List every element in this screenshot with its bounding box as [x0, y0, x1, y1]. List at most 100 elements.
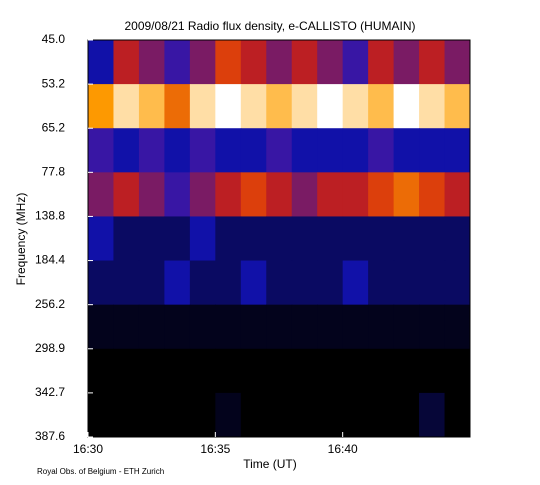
heat-cell: [88, 216, 114, 262]
heat-cell: [342, 128, 369, 173]
y-axis-label: Frequency (MHz): [14, 193, 28, 286]
heat-cell: [266, 84, 293, 129]
heat-cell: [317, 40, 344, 85]
heat-cell: [317, 216, 344, 262]
heat-cell: [113, 216, 140, 262]
heat-cell: [368, 84, 395, 129]
heat-cell: [291, 216, 318, 262]
heat-cell: [215, 304, 242, 350]
y-tick-label: 65.2: [42, 120, 66, 134]
heat-cell: [419, 392, 446, 438]
heat-cell: [266, 304, 293, 350]
heat-cell: [189, 392, 216, 438]
y-tick-label: 342.7: [35, 385, 65, 399]
heat-cell: [215, 216, 242, 262]
heat-cell: [419, 304, 446, 350]
heat-cell: [189, 84, 216, 129]
heat-cell: [215, 84, 242, 129]
heat-cell: [419, 216, 446, 262]
heat-cell: [444, 40, 471, 85]
heat-cell: [291, 304, 318, 350]
heat-cell: [138, 128, 165, 173]
heat-cell: [88, 84, 114, 129]
heat-cell: [215, 348, 242, 394]
heat-cell: [215, 172, 242, 217]
heat-cell: [88, 304, 114, 350]
heat-cell: [164, 216, 191, 262]
heat-cell: [317, 84, 344, 129]
y-tick-label: 77.8: [42, 165, 66, 179]
heat-cell: [189, 128, 216, 173]
heat-cell: [88, 392, 114, 438]
heat-cell: [240, 304, 267, 350]
heat-cell: [368, 304, 395, 350]
heat-cell: [317, 304, 344, 350]
heat-cell: [164, 304, 191, 350]
heat-cell: [138, 348, 165, 394]
heat-cell: [189, 40, 216, 85]
heat-cell: [368, 172, 395, 217]
heat-cell: [266, 128, 293, 173]
heat-cell: [419, 128, 446, 173]
heat-cell: [342, 260, 369, 306]
heat-cell: [189, 348, 216, 394]
footnote: Royal Obs. of Belgium - ETH Zurich: [37, 467, 164, 476]
heat-cell: [342, 348, 369, 394]
heat-cell: [393, 260, 420, 306]
heat-cell: [393, 348, 420, 394]
heat-cell: [88, 172, 114, 217]
heat-cell: [393, 392, 420, 438]
heat-cell: [444, 260, 471, 306]
heat-cell: [164, 260, 191, 306]
heat-cell: [444, 84, 471, 129]
heat-cell: [393, 84, 420, 129]
heat-cell: [317, 172, 344, 217]
heat-cell: [215, 392, 242, 438]
heat-cell: [291, 128, 318, 173]
heat-cell: [368, 128, 395, 173]
heat-cell: [240, 348, 267, 394]
x-tick-label: 16:40: [328, 442, 358, 456]
y-tick-label: 387.6: [35, 429, 65, 443]
y-tick-label: 298.9: [35, 341, 65, 355]
heat-cell: [342, 304, 369, 350]
heat-cell: [113, 40, 140, 85]
heat-cell: [113, 304, 140, 350]
heat-cell: [368, 260, 395, 306]
heat-cell: [291, 392, 318, 438]
heat-cell: [419, 260, 446, 306]
heat-cell: [342, 216, 369, 262]
heat-cell: [342, 40, 369, 85]
heat-cell: [88, 348, 114, 394]
heat-cell: [444, 216, 471, 262]
x-axis-label: Time (UT): [243, 457, 297, 471]
heat-cell: [138, 84, 165, 129]
heat-cell: [164, 392, 191, 438]
heat-cell: [291, 40, 318, 85]
heat-cell: [393, 40, 420, 85]
heat-cell: [291, 348, 318, 394]
heat-cell: [291, 260, 318, 306]
heat-cell: [240, 84, 267, 129]
heat-cell: [189, 216, 216, 262]
y-tick-label: 138.8: [35, 209, 65, 223]
heat-cell: [240, 392, 267, 438]
heat-cell: [368, 40, 395, 85]
heat-cell: [138, 260, 165, 306]
heat-cell: [291, 84, 318, 129]
heat-cell: [113, 348, 140, 394]
heat-cell: [393, 172, 420, 217]
heat-cell: [444, 128, 471, 173]
heat-cell: [164, 172, 191, 217]
heat-cell: [113, 128, 140, 173]
heat-cell: [266, 392, 293, 438]
heat-cell: [368, 216, 395, 262]
heat-cell: [189, 304, 216, 350]
heat-cell: [113, 392, 140, 438]
heat-cell: [444, 392, 471, 438]
heat-cell: [317, 392, 344, 438]
heat-cell: [138, 304, 165, 350]
y-tick-label: 53.2: [42, 76, 66, 90]
heat-cell: [266, 40, 293, 85]
